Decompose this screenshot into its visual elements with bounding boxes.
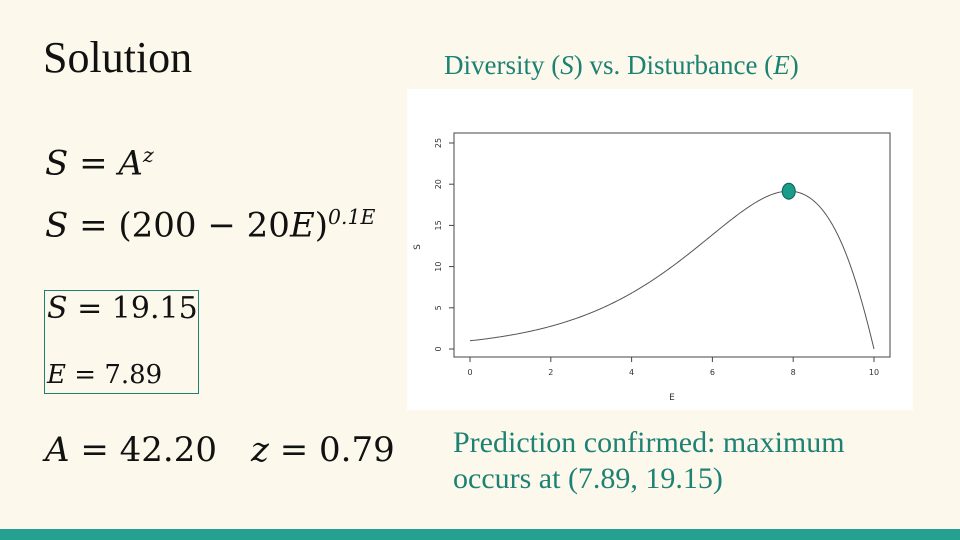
y-tick-label: 25 (434, 138, 443, 148)
diversity-curve (469, 190, 875, 350)
y-tick-label: 5 (434, 305, 443, 310)
x-tick-label: 10 (869, 368, 879, 377)
footer-accent-bar (0, 529, 960, 540)
y-tick-label: 20 (434, 179, 443, 189)
equation-power-law: S = Az (45, 143, 154, 184)
diversity-chart: 0 2 4 6 8 10 0 5 10 15 20 25 E S (413, 132, 891, 403)
x-axis-label: E (669, 393, 675, 403)
equation-diversity-model: S = (200 − 20E)0.1E (45, 205, 376, 246)
x-tick-label: 2 (548, 368, 553, 377)
y-tick-label: 0 (434, 346, 443, 351)
y-axis-label: S (413, 244, 423, 250)
prediction-caption: Prediction confirmed: maximum occurs at … (453, 426, 845, 495)
x-tick-label: 6 (710, 368, 715, 377)
y-tick-label: 10 (434, 262, 443, 272)
parameters-equation: A = 42.20 z = 0.79 (45, 430, 395, 470)
x-tick-label: 0 (467, 368, 472, 377)
slide-title: Solution (43, 33, 193, 82)
y-axis: 0 5 10 15 20 25 (434, 138, 455, 352)
result-s-value: S = 19.15 (47, 291, 198, 326)
chart-title: Diversity (S) vs. Disturbance (E) (444, 50, 799, 80)
x-tick-label: 4 (629, 368, 634, 377)
result-box (44, 290, 199, 394)
chart-panel: 0 2 4 6 8 10 0 5 10 15 20 25 E S (407, 89, 913, 410)
plot-frame (453, 132, 891, 358)
result-e-value: E = 7.89 (47, 360, 163, 390)
x-axis: 0 2 4 6 8 10 (467, 356, 879, 377)
maximum-point (781, 182, 796, 200)
y-tick-label: 15 (434, 220, 443, 230)
x-tick-label: 8 (791, 368, 796, 377)
